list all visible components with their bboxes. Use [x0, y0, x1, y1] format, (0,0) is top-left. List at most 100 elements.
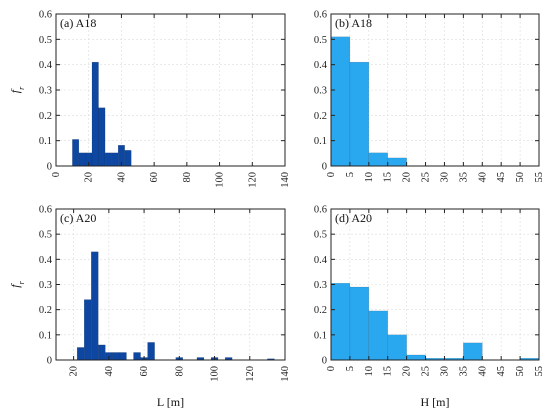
- y-tick-label: 0: [322, 356, 327, 367]
- x-tick-label: 0: [326, 172, 337, 177]
- bar-c-1: [83, 299, 92, 361]
- x-tick-label: 0: [326, 366, 337, 371]
- y-tick-label: 0.1: [314, 330, 327, 341]
- panel-d: 0 5 10 15 20 25 30 35 40 45 50 55 0 0.1 0.2 0.3 0.4 0.5 0.…: [314, 205, 545, 410]
- y-tick-label: 0.4: [39, 60, 53, 71]
- x-tick-label: 100: [210, 366, 221, 382]
- bar-a-5: [104, 152, 112, 167]
- x-tick-label: 45: [496, 172, 507, 183]
- x-tick-label: 10: [364, 172, 375, 183]
- y-tick-label: 0.4: [39, 255, 53, 266]
- bar-d-4: [406, 354, 426, 361]
- x-tick-label: 20: [402, 172, 413, 183]
- y-tick-label: 0.6: [39, 205, 52, 216]
- x-tick-label: 50: [515, 366, 526, 377]
- bar-b-2: [368, 152, 388, 167]
- y-tick-label: 0.1: [39, 136, 52, 147]
- x-tick-label: 140: [280, 172, 291, 188]
- x-tick-label: 40: [477, 172, 488, 183]
- bar-a-6: [111, 152, 119, 167]
- y-tick-label: 0.2: [314, 111, 327, 122]
- x-tick-label: 80: [182, 172, 193, 183]
- x-tick-label: 50: [515, 172, 526, 183]
- x-tick-label: 60: [139, 366, 150, 377]
- x-tick-label: 5: [345, 172, 356, 177]
- y-tick-label: 0.1: [39, 330, 52, 341]
- y-tick-label: 0.3: [39, 280, 52, 291]
- panel-label: (d) A20: [335, 211, 372, 225]
- y-tick-label: 0.6: [314, 10, 327, 21]
- bar-b-0: [330, 36, 351, 167]
- x-tick-label: 100: [215, 172, 226, 188]
- bar-c-5: [112, 352, 120, 361]
- bar-b-3: [387, 157, 407, 167]
- x-tick-label: 120: [247, 172, 258, 188]
- bar-c-7: [133, 352, 141, 361]
- bar-c-6: [119, 352, 127, 361]
- y-tick-label: 0.6: [39, 10, 52, 21]
- x-axis-label: L [m]: [157, 395, 184, 409]
- x-tick-label: 45: [496, 366, 507, 377]
- y-tick-label: 0.6: [314, 205, 327, 216]
- x-tick-label: 5: [345, 366, 356, 371]
- x-tick-label: 55: [534, 172, 545, 183]
- y-tick-label: 0: [47, 162, 52, 173]
- bar-c-2: [91, 251, 99, 361]
- x-axis-label: H [m]: [421, 395, 450, 409]
- x-tick-label: 35: [458, 172, 469, 183]
- bar-d-0: [330, 283, 351, 361]
- x-tick-label: 20: [84, 172, 95, 183]
- x-tick-label: 40: [104, 366, 115, 377]
- y-tick-label: 0.5: [314, 230, 327, 241]
- bar-c-0: [76, 347, 85, 361]
- bar-c-9: [147, 342, 155, 361]
- y-tick-label: 0.3: [314, 86, 327, 97]
- bar-d-3: [387, 334, 407, 361]
- x-tick-label: 120: [245, 366, 256, 382]
- y-tick-label: 0.1: [314, 136, 327, 147]
- y-tick-label: 0.2: [314, 305, 327, 316]
- bar-b-1: [349, 61, 370, 167]
- y-tick-label: 0: [322, 162, 327, 173]
- plot-frame: [55, 13, 286, 167]
- panel-label: (a) A18: [60, 16, 96, 30]
- bar-a-1: [78, 152, 86, 167]
- y-axis-label: fr: [8, 280, 26, 287]
- panel-label: (c) A20: [60, 211, 96, 225]
- x-tick-label: 30: [439, 366, 450, 377]
- bar-a-4: [98, 107, 106, 167]
- bar-a-0: [72, 139, 80, 167]
- panel-label: (b) A18: [335, 16, 372, 30]
- bar-a-8: [124, 150, 132, 167]
- x-tick-label: 25: [421, 366, 432, 377]
- y-axis-label: fr: [8, 86, 26, 93]
- y-tick-label: 0.3: [314, 280, 327, 291]
- y-tick-label: 0.5: [314, 35, 327, 46]
- bar-d-2: [368, 310, 388, 361]
- panel-c: 20 40 60 80 100 120 140 0 0.1 0.2 0.3 0.4 0.5 0.6 (c) …: [8, 205, 291, 410]
- y-tick-label: 0.2: [39, 111, 52, 122]
- x-tick-label: 35: [458, 366, 469, 377]
- y-tick-label: 0.4: [314, 60, 328, 71]
- x-tick-label: 15: [383, 172, 394, 183]
- bar-c-3: [98, 344, 106, 361]
- y-tick-label: 0.2: [39, 305, 52, 316]
- y-tick-label: 0: [47, 356, 52, 367]
- x-tick-label: 80: [174, 366, 185, 377]
- bar-a-3: [91, 61, 99, 167]
- x-tick-label: 40: [116, 172, 127, 183]
- bar-d-1: [349, 286, 370, 361]
- x-tick-label: 10: [364, 366, 375, 377]
- y-tick-label: 0.5: [39, 35, 52, 46]
- x-tick-label: 0: [51, 172, 62, 177]
- x-tick-label: 25: [421, 172, 432, 183]
- x-tick-label: 140: [280, 366, 291, 382]
- x-tick-label: 40: [477, 366, 488, 377]
- x-tick-label: 20: [69, 366, 80, 377]
- panel-a: 0 20 40 60 80 100 120 140 0 0.1 0.2 0.3 0.4 0.5 0.6 (a)…: [8, 10, 291, 188]
- x-tick-label: 55: [534, 366, 545, 377]
- y-tick-label: 0.3: [39, 86, 52, 97]
- y-tick-label: 0.4: [314, 255, 328, 266]
- x-tick-label: 20: [402, 366, 413, 377]
